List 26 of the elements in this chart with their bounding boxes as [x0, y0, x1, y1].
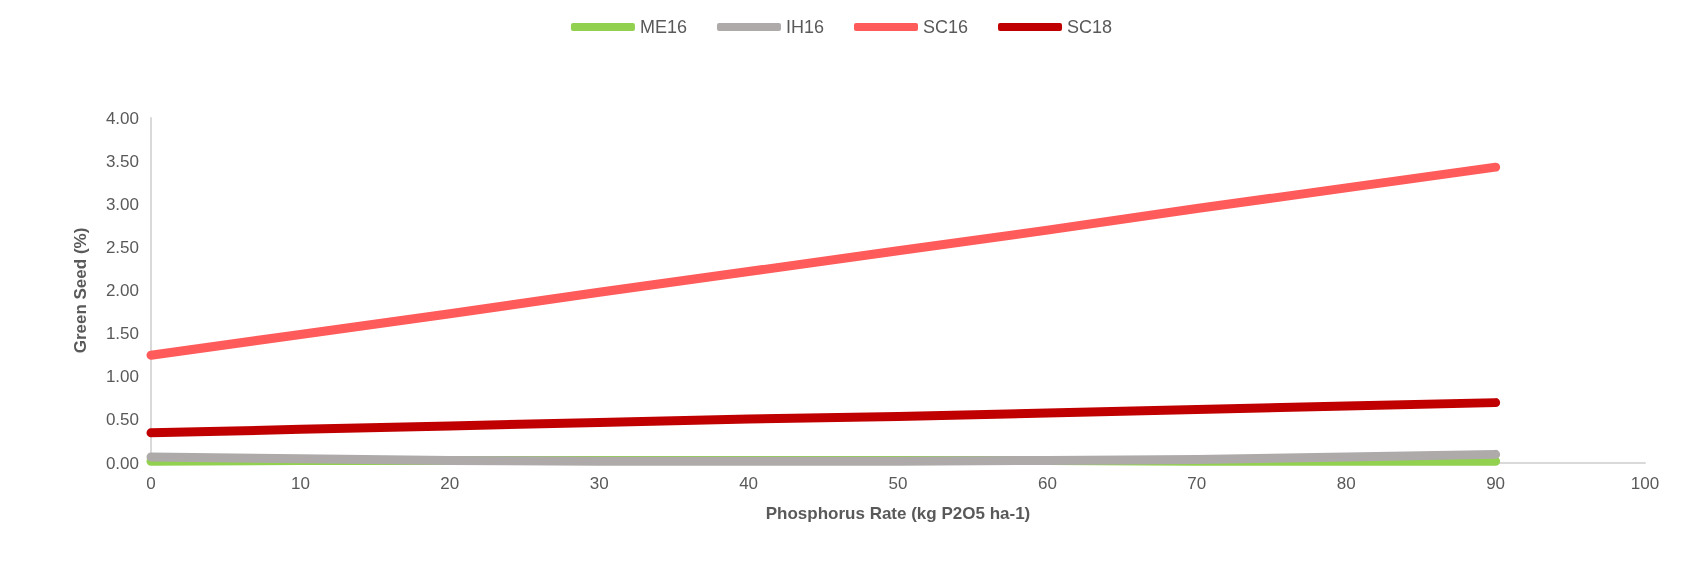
- y-tick-label: 1.50: [105, 324, 139, 344]
- y-tick-label: 0.50: [105, 410, 139, 430]
- legend-label: IH16: [785, 17, 824, 37]
- x-tick-label: 30: [589, 474, 609, 493]
- y-tick-label: 2.00: [105, 281, 139, 300]
- x-tick-label: 40: [739, 474, 759, 493]
- legend-label: SC18: [1067, 17, 1113, 37]
- y-tick-label: 4.00: [105, 108, 139, 128]
- y-axis-title: Green Seed (%): [71, 227, 90, 354]
- x-tick-label: 10: [290, 474, 310, 493]
- legend-label: ME16: [639, 17, 687, 37]
- x-tick-label: 70: [1187, 474, 1207, 493]
- y-tick-label: 3.00: [105, 194, 139, 214]
- legend-label: SC16: [923, 17, 969, 37]
- x-tick-label: 60: [1037, 474, 1057, 493]
- x-tick-label: 80: [1336, 474, 1356, 493]
- y-tick-label: 3.50: [105, 151, 139, 171]
- x-tick-label: 50: [888, 474, 908, 493]
- x-tick-label: 90: [1486, 474, 1506, 493]
- y-tick-label: 0.00: [105, 453, 139, 473]
- y-tick-label: 1.00: [105, 367, 139, 387]
- x-tick-label: 100: [1630, 474, 1660, 493]
- x-tick-label: 20: [440, 474, 460, 493]
- y-tick-label: 2.50: [105, 237, 139, 257]
- x-tick-label: 0: [146, 474, 156, 493]
- x-axis-title: Phosphorus Rate (kg P2O5 ha-1): [765, 504, 1031, 523]
